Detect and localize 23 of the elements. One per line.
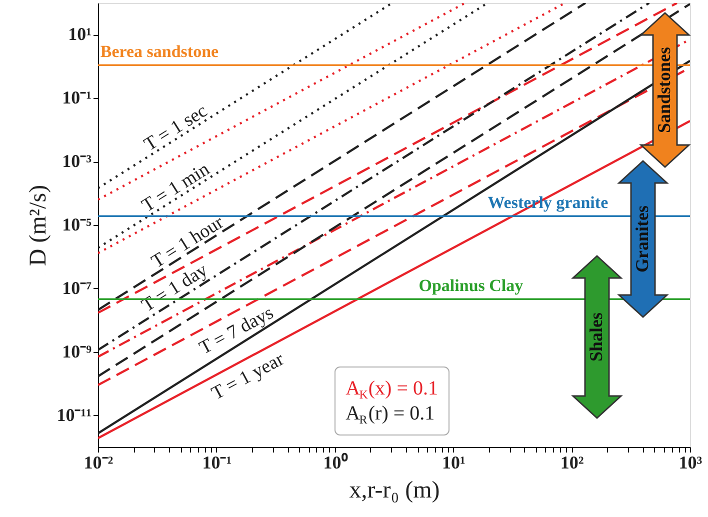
ref-line-label: Opalinus Clay	[418, 276, 524, 296]
annotation: Shales	[586, 312, 606, 362]
y-tick-label: 10⁻⁷	[62, 278, 92, 298]
y-axis-title: D (m²/s)	[26, 184, 52, 266]
text: T = 1 sec	[140, 100, 212, 156]
x-tick-label: 10⁻¹	[202, 452, 232, 472]
y-tick-label: 10⁻¹¹	[56, 404, 92, 425]
y-tick-label: 10⁻⁵	[62, 214, 92, 234]
x-tick-label: 10²	[560, 452, 584, 472]
text: T = 1 min	[138, 158, 214, 217]
y-tick-label: 10⁻³	[62, 151, 92, 172]
x-axis-title: x,r-r₀ (m)	[349, 478, 440, 504]
annotation: Sandstones	[654, 46, 674, 134]
x-tick-label: 10³	[678, 452, 703, 472]
ref-line-label: Berea sandstone	[100, 42, 220, 62]
text: T = 7 days	[196, 302, 277, 359]
x-tick-label: 10⁰	[323, 452, 348, 472]
y-tick-label: 10⁻⁹	[62, 341, 92, 362]
x-tick-label: 10¹	[442, 452, 466, 472]
x-tick-label: 10⁻²	[84, 452, 114, 472]
annotation: Granites	[632, 206, 652, 272]
y-tick-label: 10¹	[68, 24, 92, 44]
y-tick-label: 10⁻¹	[62, 88, 92, 108]
